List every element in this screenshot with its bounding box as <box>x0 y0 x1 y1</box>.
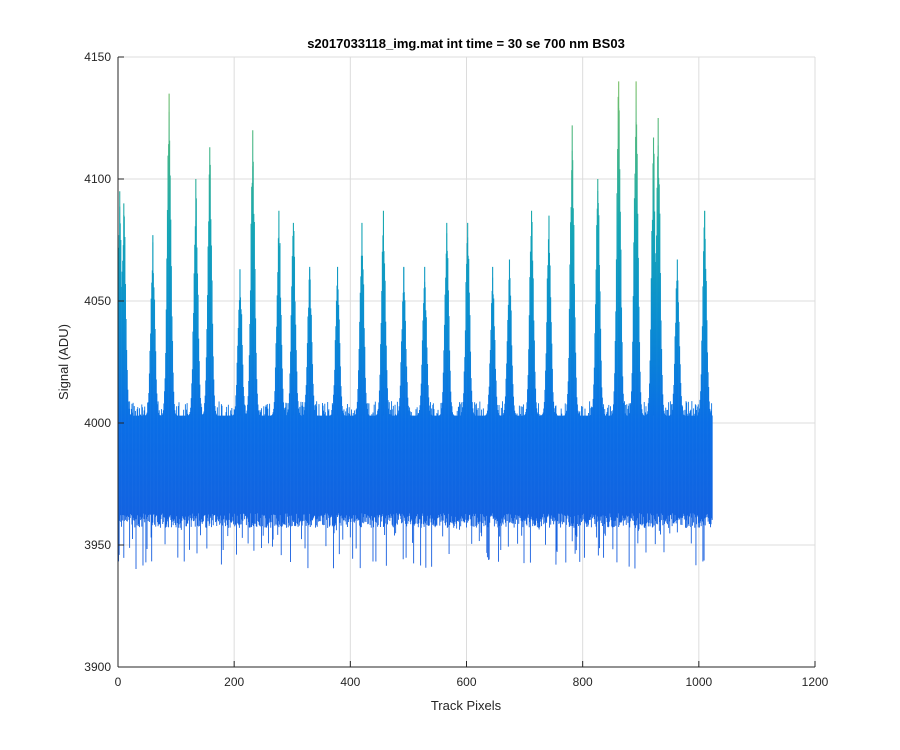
y-tick-label: 3950 <box>84 538 111 552</box>
x-tick-label: 200 <box>224 675 244 689</box>
ticks: 0 200 400 600 800 1000 1200 3900 3950 4000 4050 410… <box>84 50 828 689</box>
data-layer <box>118 81 713 569</box>
y-axis-label: Signal (ADU) <box>56 324 71 400</box>
y-tick-label: 4100 <box>84 172 111 186</box>
y-tick-label: 3900 <box>84 660 111 674</box>
x-tick-label: 1000 <box>685 675 712 689</box>
x-tick-label: 400 <box>340 675 360 689</box>
y-tick-label: 4150 <box>84 50 111 64</box>
x-axis-label: Track Pixels <box>431 698 502 713</box>
y-tick-label: 4050 <box>84 294 111 308</box>
x-tick-label: 1200 <box>802 675 829 689</box>
x-tick-label: 800 <box>573 675 593 689</box>
y-tick-label: 4000 <box>84 416 111 430</box>
x-tick-label: 600 <box>456 675 476 689</box>
chart-title: s2017033118_img.mat int time = 30 se 700… <box>307 36 625 51</box>
x-tick-label: 0 <box>115 675 122 689</box>
